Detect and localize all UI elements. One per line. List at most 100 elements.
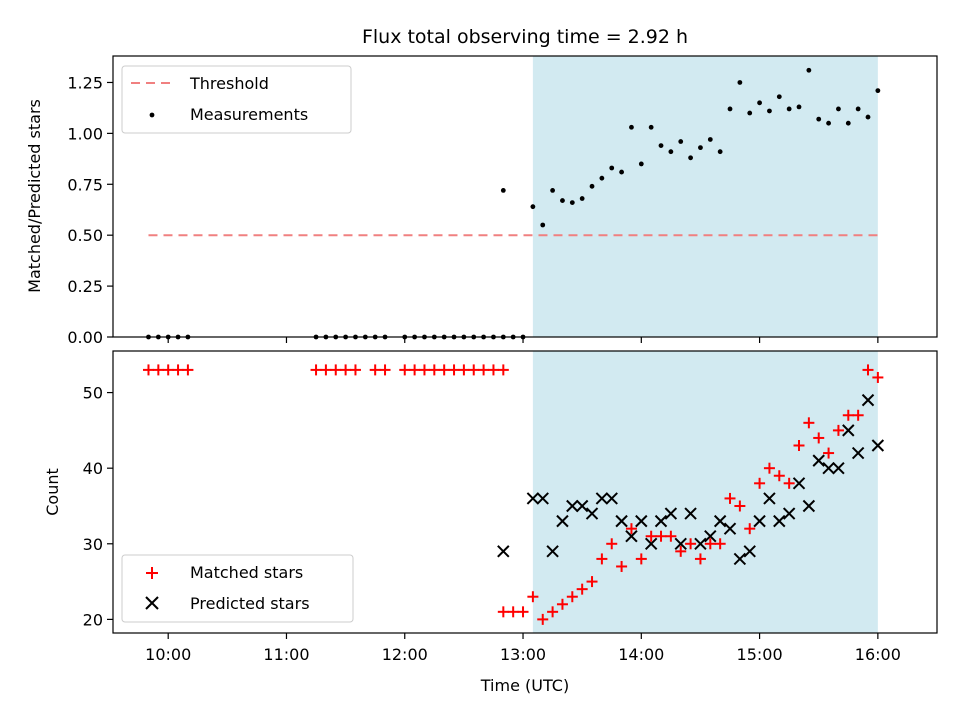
predicted-star-point xyxy=(654,514,668,528)
predicted-star-point xyxy=(704,530,717,543)
measurement-point xyxy=(668,149,674,155)
measurement-point xyxy=(747,110,753,116)
matched-star-point xyxy=(369,364,381,376)
predicted-star-point xyxy=(694,537,707,550)
measurement-point xyxy=(737,80,743,85)
matched-star-point xyxy=(675,545,687,557)
predicted-star-point xyxy=(497,545,510,558)
top-plot-frame xyxy=(112,55,938,338)
predicted-star-point xyxy=(546,545,559,558)
predicted-star-point xyxy=(753,514,766,528)
bottom-y-tick-label: 50 xyxy=(83,384,103,403)
matched-star-point xyxy=(320,364,332,376)
matched-star-point xyxy=(152,364,164,376)
measurement-point xyxy=(560,198,565,203)
matched-star-point xyxy=(832,424,844,436)
predicted-star-point xyxy=(674,537,687,550)
top-y-tick-label: 0.50 xyxy=(67,226,103,245)
predicted-star-point xyxy=(763,492,776,505)
measurement-point xyxy=(826,120,831,126)
x-tick-label: 10:00 xyxy=(145,645,191,664)
chart-title: Flux total observing time = 2.92 h xyxy=(362,26,688,48)
matched-star-point xyxy=(665,530,677,542)
legend-matched-label: Matched stars xyxy=(190,563,303,582)
measurement-point xyxy=(530,204,536,210)
bottom-legend: Matched stars Predicted stars xyxy=(121,554,354,623)
measurement-point xyxy=(836,106,841,112)
predicted-star-point xyxy=(635,514,648,528)
matched-star-point xyxy=(162,364,174,376)
measurement-point xyxy=(619,169,624,175)
predicted-star-point xyxy=(861,393,875,407)
x-tick-label: 12:00 xyxy=(382,645,428,664)
predicted-star-point xyxy=(585,507,599,520)
matched-star-point xyxy=(793,440,805,452)
predicted-star-point xyxy=(851,446,865,460)
top-legend: Threshold Measurements xyxy=(121,65,352,134)
legend-measurements-label: Measurements xyxy=(190,105,308,124)
top-y-tick-label: 1.25 xyxy=(67,73,103,92)
matched-star-point xyxy=(606,538,618,550)
matched-star-point xyxy=(418,364,430,376)
predicted-star-point xyxy=(556,514,569,528)
measurement-point xyxy=(796,104,802,110)
top-y-axis-label: Matched/Predicted stars xyxy=(25,99,44,293)
matched-star-point xyxy=(399,364,411,376)
matched-star-point xyxy=(862,364,874,376)
matched-star-point xyxy=(655,530,667,542)
measurement-point xyxy=(540,222,546,228)
predicted-star-point xyxy=(566,499,579,513)
matched-star-point xyxy=(754,477,766,489)
matched-star-point xyxy=(714,538,726,550)
matched-star-point xyxy=(635,553,647,565)
matched-star-point xyxy=(172,364,184,376)
matched-star-point xyxy=(547,606,559,618)
predicted-star-point xyxy=(526,492,540,505)
matched-star-point xyxy=(487,364,499,376)
measurement-point xyxy=(865,114,871,120)
predicted-star-point xyxy=(792,477,806,490)
predicted-star-point xyxy=(595,492,609,505)
measurement-point xyxy=(875,88,881,94)
matched-star-point xyxy=(349,364,361,376)
predicted-stars-points xyxy=(497,393,885,566)
measurement-point xyxy=(658,143,664,148)
measurement-point xyxy=(629,124,634,130)
measurement-point xyxy=(648,124,654,130)
measurement-point xyxy=(727,106,733,112)
legend-predicted-label: Predicted stars xyxy=(190,594,310,613)
matched-star-point xyxy=(310,364,322,376)
measurement-point xyxy=(698,145,703,151)
legend-measurements-swatch xyxy=(149,112,155,118)
x-tick-label: 15:00 xyxy=(737,645,783,664)
matched-star-point xyxy=(596,553,608,565)
matched-star-point xyxy=(694,553,706,565)
matched-star-point xyxy=(803,417,815,429)
predicted-star-point xyxy=(644,537,658,550)
measurement-point xyxy=(638,161,644,167)
predicted-star-point xyxy=(733,552,747,566)
top-y-tick-label: 0.75 xyxy=(67,175,103,194)
matched-star-point xyxy=(872,371,884,383)
predicted-star-point xyxy=(536,492,549,505)
measurement-point xyxy=(786,106,792,112)
measurement-point xyxy=(767,108,772,114)
measurement-point xyxy=(845,120,851,126)
matched-star-point xyxy=(704,538,716,550)
predicted-star-point xyxy=(605,492,618,505)
predicted-star-point xyxy=(822,461,835,475)
matched-star-point xyxy=(537,613,549,625)
bottom-y-tick-label: 40 xyxy=(83,459,103,478)
matched-star-point xyxy=(783,477,795,489)
matched-star-point xyxy=(734,500,746,512)
matched-star-point xyxy=(685,538,697,550)
top-y-tick-label: 0.25 xyxy=(67,277,103,296)
matched-stars-points xyxy=(142,364,884,625)
matched-star-point xyxy=(576,583,588,595)
predicted-star-point xyxy=(782,507,796,520)
top-y-tick-label: 1.00 xyxy=(67,124,103,143)
matched-star-point xyxy=(556,598,568,610)
matched-star-point xyxy=(625,523,637,535)
